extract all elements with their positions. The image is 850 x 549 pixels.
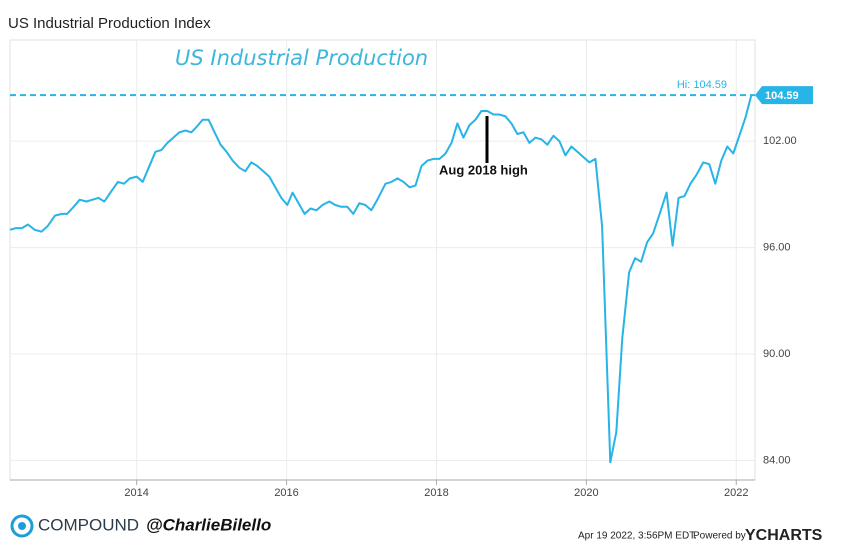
brand: COMPOUND bbox=[38, 515, 139, 534]
footer: COMPOUND @CharlieBilello Apr 19 2022, 3:… bbox=[10, 514, 823, 544]
hi-label: Hi: 104.59 bbox=[677, 79, 727, 91]
brand-logo-dot bbox=[18, 522, 26, 530]
powered-by: Powered by bbox=[693, 531, 746, 542]
plot: 84.00 90.00 96.00 102.00 2014 2016 2018 2020 202… bbox=[9, 40, 813, 499]
y-tick-label: 90.00 bbox=[763, 348, 791, 360]
y-tick-label: 102.00 bbox=[763, 135, 797, 147]
x-tick-label: 2016 bbox=[274, 487, 298, 499]
x-tick-label: 2014 bbox=[124, 487, 148, 499]
provider: YCHARTS bbox=[745, 527, 823, 544]
page-header: US Industrial Production Index bbox=[8, 15, 211, 32]
x-tick-label: 2020 bbox=[574, 487, 598, 499]
x-tick-label: 2018 bbox=[424, 487, 448, 499]
plot-frame bbox=[9, 39, 756, 481]
hi-badge bbox=[755, 86, 813, 105]
hi-badge-label: 104.59 bbox=[765, 90, 799, 102]
annotation: Aug 2018 high bbox=[439, 162, 528, 177]
handle: @CharlieBilello bbox=[146, 515, 271, 534]
timestamp: Apr 19 2022, 3:56PM EDT. bbox=[578, 531, 697, 542]
series-line bbox=[9, 94, 753, 464]
chart-title: US Industrial Production bbox=[175, 46, 428, 70]
y-tick-label: 84.00 bbox=[763, 454, 791, 466]
y-tick-label: 96.00 bbox=[763, 241, 791, 253]
x-tick-label: 2022 bbox=[724, 487, 748, 499]
brand-logo bbox=[10, 514, 34, 538]
